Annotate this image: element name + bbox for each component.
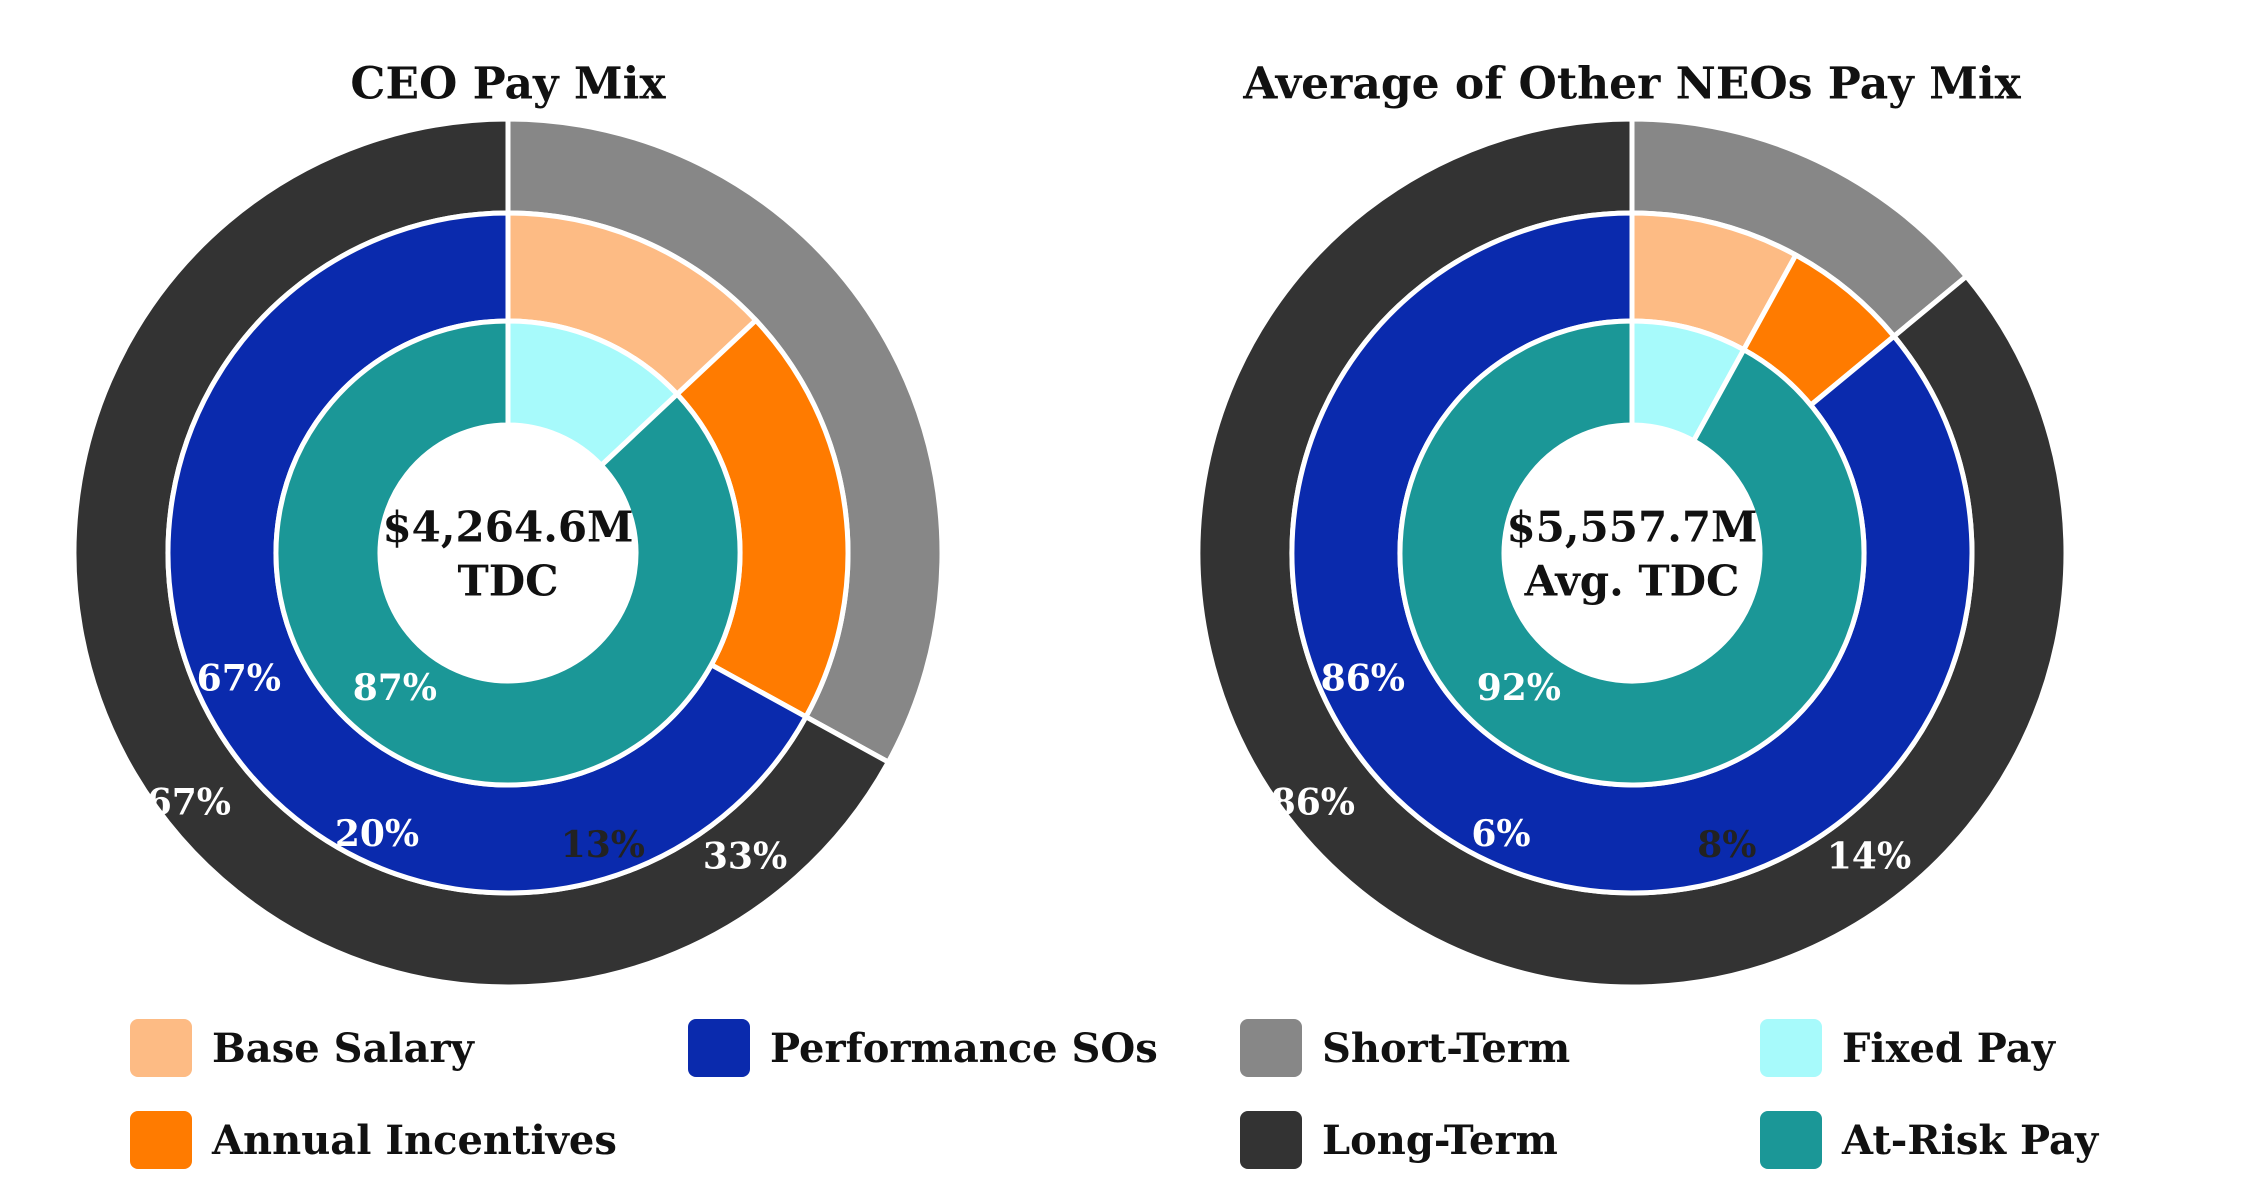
data-label-middle-performance-sos: 67% — [197, 658, 281, 700]
data-label-inner-at-risk-pay: 92% — [1477, 667, 1561, 709]
chart-title-1: CEO Pay Mix — [350, 59, 666, 110]
data-label-middle-annual-incentives: 20% — [335, 813, 419, 855]
donut-chart-1 — [71, 116, 945, 990]
donut-hole — [380, 425, 636, 681]
data-label-outer-short-term: 14% — [1827, 835, 1911, 877]
center-label-line-1: $5,557.7M — [1506, 503, 1757, 552]
data-label-outer-long-term: 67% — [147, 781, 231, 823]
center-label-line-2: TDC — [457, 557, 558, 606]
data-label-middle-base-salary: 13% — [561, 824, 645, 866]
data-label-middle-annual-incentives: 6% — [1471, 813, 1530, 855]
data-label-outer-long-term: 86% — [1271, 781, 1355, 823]
donut-chart-2 — [1195, 116, 2069, 990]
data-label-middle-performance-sos: 86% — [1321, 658, 1405, 700]
center-label-line-2: Avg. TDC — [1523, 557, 1739, 606]
center-label-line-1: $4,264.6M — [382, 503, 633, 552]
data-label-outer-short-term: 33% — [703, 835, 787, 877]
chart-title-2: Average of Other NEOs Pay Mix — [1242, 59, 2021, 110]
donut-hole — [1504, 425, 1760, 681]
data-label-inner-at-risk-pay: 87% — [353, 667, 437, 709]
data-label-middle-base-salary: 8% — [1697, 824, 1756, 866]
